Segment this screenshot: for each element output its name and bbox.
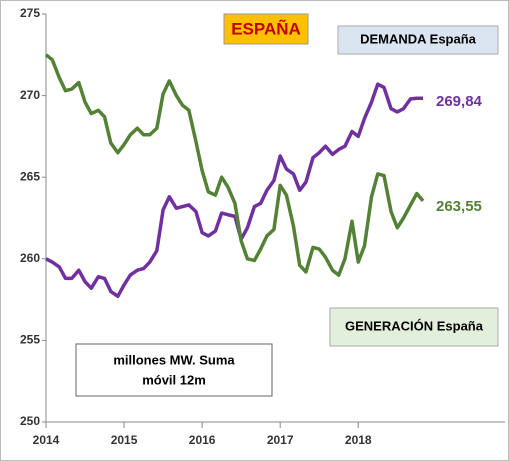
series-line: [45, 82, 424, 299]
x-tick-label: 2014: [33, 433, 60, 447]
y-tick-label: 275: [20, 6, 40, 20]
x-tick-label: 2017: [267, 433, 294, 447]
x-tick-label: 2015: [111, 433, 138, 447]
end-label: 263,55: [436, 198, 482, 215]
end-label: 269,84: [436, 93, 483, 110]
y-tick-label: 255: [20, 333, 40, 347]
y-tick-label: 250: [20, 414, 40, 428]
title-box: [223, 13, 309, 45]
legend-box: [337, 25, 499, 55]
legend-label: DEMANDA España: [360, 31, 477, 46]
y-tick-label: 270: [20, 88, 40, 102]
note: móvil 12m: [142, 372, 206, 387]
series-line: [44, 53, 425, 277]
note: millones MW. Suma: [113, 352, 235, 367]
y-tick-label: 265: [20, 169, 40, 183]
y-tick-label: 260: [20, 251, 40, 265]
note-box: [75, 343, 273, 397]
chart-title: ESPAÑA: [231, 18, 301, 38]
x-tick-label: 2018: [345, 433, 372, 447]
x-tick-label: 2016: [189, 433, 216, 447]
legend-label: GENERACIÓN España: [345, 318, 484, 333]
legend-box: [329, 307, 499, 347]
